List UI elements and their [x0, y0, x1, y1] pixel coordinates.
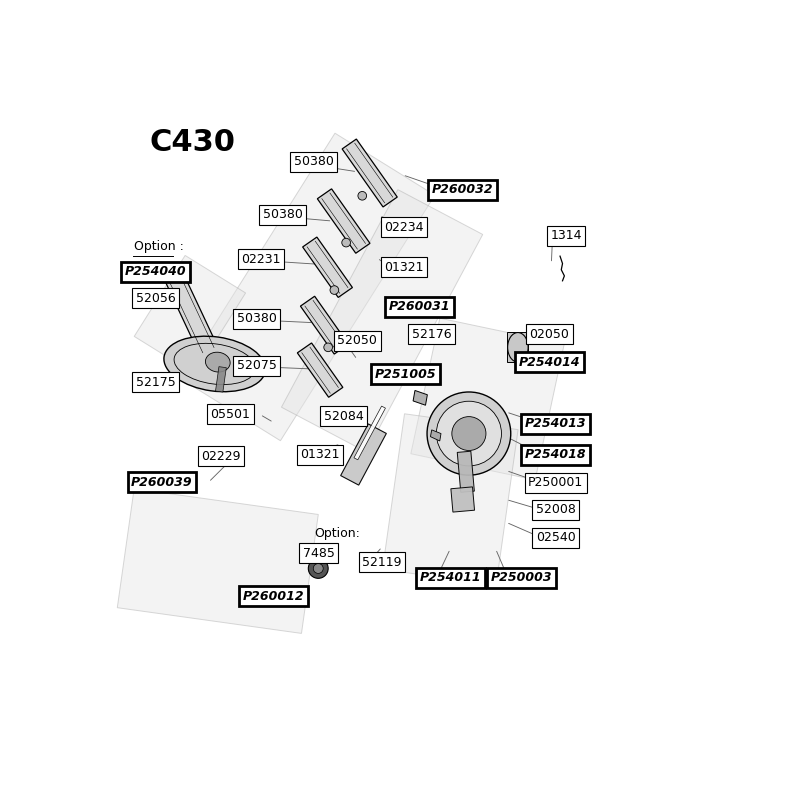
- Text: 50380: 50380: [237, 313, 277, 326]
- Text: 50380: 50380: [294, 155, 334, 169]
- Text: P250001: P250001: [528, 476, 583, 490]
- Circle shape: [324, 343, 333, 352]
- Polygon shape: [302, 237, 353, 298]
- Polygon shape: [181, 133, 435, 441]
- Polygon shape: [507, 332, 529, 362]
- Text: P254018: P254018: [525, 448, 586, 461]
- Polygon shape: [282, 190, 482, 452]
- Text: 52084: 52084: [324, 410, 363, 423]
- Ellipse shape: [452, 417, 486, 450]
- Text: Option:: Option:: [314, 527, 360, 540]
- Text: 02234: 02234: [384, 221, 423, 234]
- Polygon shape: [411, 318, 564, 480]
- Ellipse shape: [206, 352, 230, 372]
- Text: 02231: 02231: [242, 253, 281, 266]
- Text: 52008: 52008: [536, 503, 576, 517]
- Polygon shape: [301, 296, 349, 354]
- Text: P254014: P254014: [518, 356, 580, 369]
- Text: P250003: P250003: [490, 571, 553, 584]
- Text: 02050: 02050: [530, 328, 570, 341]
- Text: P251005: P251005: [375, 368, 437, 381]
- Text: P260012: P260012: [242, 590, 305, 602]
- Polygon shape: [413, 390, 427, 406]
- Text: 52176: 52176: [412, 328, 451, 341]
- Polygon shape: [215, 366, 226, 392]
- Text: 01321: 01321: [300, 448, 340, 461]
- Text: P254013: P254013: [525, 418, 586, 430]
- Polygon shape: [341, 424, 386, 485]
- Text: P260031: P260031: [389, 300, 450, 313]
- Text: 52175: 52175: [136, 376, 176, 389]
- Polygon shape: [298, 343, 343, 398]
- Polygon shape: [430, 430, 441, 441]
- Text: C430: C430: [150, 128, 235, 157]
- Polygon shape: [458, 451, 474, 492]
- Polygon shape: [118, 489, 318, 634]
- Polygon shape: [134, 255, 246, 374]
- Circle shape: [342, 238, 350, 247]
- Circle shape: [308, 558, 328, 578]
- Text: 02229: 02229: [201, 450, 241, 463]
- Polygon shape: [382, 414, 518, 585]
- Polygon shape: [451, 487, 474, 512]
- Text: 1314: 1314: [550, 230, 582, 242]
- Text: 02540: 02540: [536, 531, 575, 544]
- Ellipse shape: [436, 402, 502, 466]
- Circle shape: [358, 191, 366, 200]
- Polygon shape: [342, 139, 398, 207]
- Text: 50380: 50380: [263, 208, 303, 222]
- Text: 05501: 05501: [210, 408, 250, 421]
- Polygon shape: [354, 406, 386, 460]
- Text: 52056: 52056: [136, 291, 176, 305]
- Ellipse shape: [427, 392, 510, 475]
- Text: 52075: 52075: [237, 359, 277, 372]
- Text: 52050: 52050: [338, 334, 378, 347]
- Ellipse shape: [508, 333, 528, 362]
- Text: Option :: Option :: [134, 241, 184, 254]
- Circle shape: [314, 563, 323, 574]
- Ellipse shape: [164, 336, 266, 392]
- Text: P254040: P254040: [125, 265, 186, 278]
- Text: P260032: P260032: [432, 183, 494, 196]
- Text: 01321: 01321: [384, 261, 423, 274]
- Text: P254011: P254011: [419, 571, 481, 584]
- Circle shape: [330, 286, 338, 294]
- Text: 52119: 52119: [362, 556, 402, 569]
- Text: 7485: 7485: [303, 546, 334, 559]
- Text: P260039: P260039: [131, 476, 193, 489]
- Polygon shape: [318, 189, 370, 254]
- Polygon shape: [165, 273, 218, 357]
